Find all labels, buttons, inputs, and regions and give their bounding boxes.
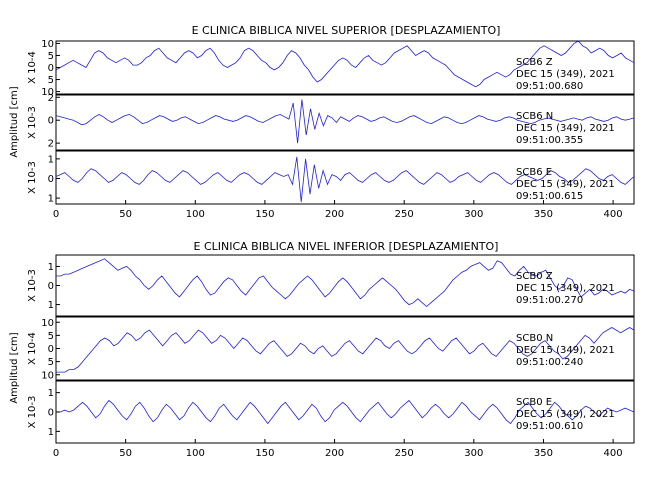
- station-annotation: 09:51:00.610: [516, 421, 583, 432]
- y-tick-label: 0: [48, 174, 54, 185]
- waveform-trace: [56, 399, 635, 425]
- x-tick-label: 0: [53, 448, 59, 459]
- y-tick-label: 1: [48, 262, 54, 273]
- chart-title: E CLINICA BIBLICA NIVEL SUPERIOR [DESPLA…: [192, 24, 501, 37]
- station-annotation: DEC 15 (349), 2021: [516, 123, 615, 134]
- station-annotation: SCB0 Z: [516, 271, 553, 282]
- panel-frame: [55, 94, 635, 151]
- y-tick-label: 10: [41, 87, 54, 98]
- station-annotation: SCB6 E: [516, 167, 552, 178]
- x-axis-lower: 0 50 100 150 200 250 300 350 400: [53, 439, 623, 459]
- waveform-trace: [55, 156, 635, 203]
- station-annotation: 09:51:00.615: [516, 191, 583, 202]
- station-annotation: DEC 15 (349), 2021: [516, 179, 615, 190]
- station-annotation: DEC 15 (349), 2021: [516, 409, 615, 420]
- x-tick-label: 100: [186, 209, 205, 220]
- y-tick-label: 5: [48, 331, 54, 342]
- x-tick-label: 150: [255, 209, 274, 220]
- waveform-trace: [56, 258, 635, 308]
- y-tick-label: 5: [48, 75, 54, 86]
- y-tick-label: 1: [48, 427, 54, 438]
- x-tick-label: 50: [119, 448, 132, 459]
- scale-factor-label: X 10-3: [27, 161, 38, 194]
- y-tick-label: 2: [48, 139, 54, 150]
- x-tick-label: 400: [604, 209, 623, 220]
- scale-factor-label: X 10-4: [27, 51, 38, 84]
- scale-factor-label: X 10-3: [27, 396, 38, 429]
- station-annotation: 09:51:00.240: [516, 357, 583, 368]
- x-tick-label: 150: [255, 448, 274, 459]
- scale-factor-label: X 10-3: [27, 106, 38, 139]
- station-annotation: DEC 15 (349), 2021: [516, 69, 615, 80]
- station-annotation: 09:51:00.355: [516, 135, 583, 146]
- station-annotation: 09:51:00.680: [516, 81, 583, 92]
- x-axis-upper: 0 50 100 150 200 250 300 350 400: [53, 200, 623, 220]
- x-tick-label: 100: [186, 448, 205, 459]
- x-tick-label: 350: [534, 209, 553, 220]
- y-tick-label: 10: [41, 370, 54, 381]
- y-tick-label: 0: [48, 63, 54, 74]
- scale-factor-label: X 10-3: [27, 269, 38, 302]
- y-tick-label: 0: [48, 408, 54, 419]
- station-annotation: 09:51:00.270: [516, 295, 583, 306]
- station-annotation: SCB0 N: [516, 333, 553, 344]
- y-axis-label: Amplitud [cm]: [9, 86, 20, 157]
- x-tick-label: 50: [119, 209, 132, 220]
- chart-title: E CLINICA BIBLICA NIVEL INFERIOR [DESPLA…: [194, 240, 499, 253]
- y-tick-label: 0: [48, 281, 54, 292]
- waveform-trace: [55, 40, 635, 88]
- y-tick-label: 5: [48, 357, 54, 368]
- station-annotation: SCB6 Z: [516, 57, 553, 68]
- scale-factor-label: X 10-4: [27, 332, 38, 365]
- x-tick-label: 250: [395, 448, 414, 459]
- station-annotation: DEC 15 (349), 2021: [516, 283, 615, 294]
- waveform-trace: [56, 327, 635, 373]
- y-tick-label: 0: [48, 116, 54, 127]
- station-annotation: DEC 15 (349), 2021: [516, 345, 615, 356]
- station-annotation: SCB6 N: [516, 111, 553, 122]
- x-tick-label: 200: [325, 209, 344, 220]
- x-tick-label: 200: [325, 448, 344, 459]
- y-tick-label: 10: [41, 318, 54, 329]
- x-tick-label: 350: [534, 448, 553, 459]
- y-axis-label: Amplitud [cm]: [9, 332, 20, 403]
- y-tick-label: 1: [48, 300, 54, 311]
- y-tick-label: 1: [48, 194, 54, 205]
- y-tick-label: 10: [41, 39, 54, 50]
- x-tick-label: 250: [395, 209, 414, 220]
- x-tick-label: 300: [464, 448, 483, 459]
- x-tick-label: 300: [464, 209, 483, 220]
- y-tick-label: 5: [48, 51, 54, 62]
- station-annotation: SCB0 E: [516, 397, 552, 408]
- y-tick-label: 1: [48, 154, 54, 165]
- chart-lower-level: E CLINICA BIBLICA NIVEL INFERIOR [DESPLA…: [9, 240, 635, 459]
- y-tick-label: 2: [48, 93, 54, 104]
- y-tick-label: 0: [48, 344, 54, 355]
- y-tick-label: 1: [48, 388, 54, 399]
- x-tick-label: 0: [53, 209, 59, 220]
- x-tick-label: 400: [604, 448, 623, 459]
- panel-frame: [55, 150, 635, 205]
- chart-upper-level: E CLINICA BIBLICA NIVEL SUPERIOR [DESPLA…: [9, 24, 635, 220]
- waveform-trace: [55, 99, 635, 144]
